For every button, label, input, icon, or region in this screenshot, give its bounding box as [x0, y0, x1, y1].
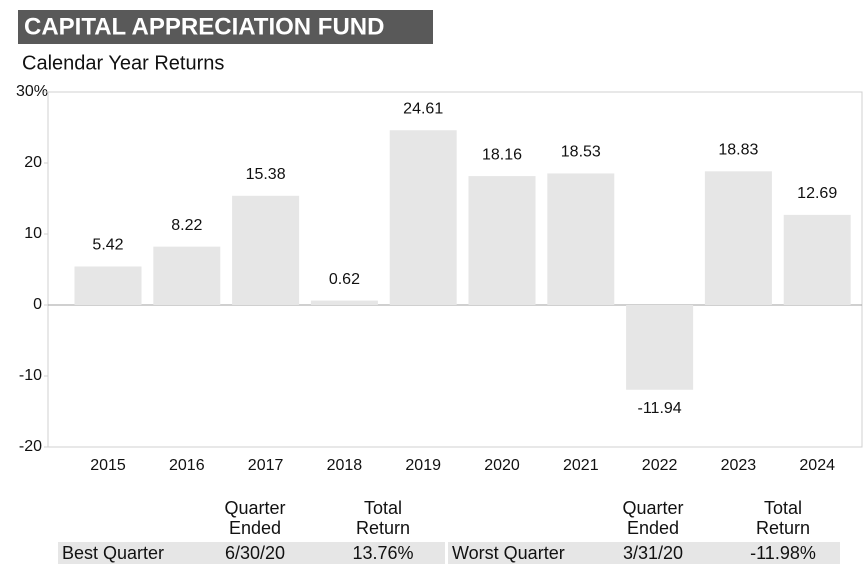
row-bg	[448, 542, 840, 564]
data-label: 18.16	[482, 146, 522, 163]
cell: 3/31/20	[622, 543, 684, 563]
data-label: 24.61	[403, 100, 443, 117]
bar	[626, 305, 694, 390]
data-label: 0.62	[329, 271, 360, 288]
data-label: 15.38	[246, 166, 286, 183]
data-label: 5.42	[92, 237, 123, 254]
bar	[310, 300, 378, 305]
bar	[74, 266, 142, 305]
x-tick-label: 2020	[484, 457, 520, 474]
data-label: -11.94	[638, 400, 682, 417]
header: Quarter Ended	[224, 498, 286, 538]
plot-frame	[47, 91, 863, 448]
y-tick-label: -10	[19, 367, 42, 384]
row-bg	[58, 542, 445, 564]
y-tick-label: 20	[24, 154, 42, 171]
chart-title: CAPITAL APPRECIATION FUND	[24, 13, 384, 40]
bar	[153, 246, 221, 305]
chart-subtitle: Calendar Year Returns	[22, 52, 224, 74]
data-label: 18.83	[718, 142, 758, 159]
x-tick-label: 2018	[327, 457, 363, 474]
x-tick-label: 2021	[563, 457, 599, 474]
cell: Best Quarter	[62, 543, 165, 563]
bar	[547, 173, 615, 305]
bar	[704, 171, 772, 305]
x-tick-label: 2023	[721, 457, 757, 474]
x-tick-label: 2017	[248, 457, 284, 474]
header: Total Return	[355, 498, 411, 538]
x-tick-label: 2016	[169, 457, 205, 474]
chart: CAPITAL APPRECIATION FUND Calendar Year …	[16, 10, 863, 474]
x-tick-label: 2022	[642, 457, 678, 474]
bar	[783, 214, 851, 305]
y-tick-label: 10	[24, 225, 42, 242]
data-label: 8.22	[171, 217, 202, 234]
cell: Worst Quarter	[452, 543, 565, 563]
x-tick-label: 2015	[90, 457, 126, 474]
bar	[389, 130, 457, 305]
data-label: 18.53	[561, 144, 601, 161]
cell: 6/30/20	[224, 543, 286, 563]
y-tick-label: 30%	[16, 83, 48, 100]
y-tick-label: 0	[33, 296, 42, 313]
title-box	[18, 10, 433, 44]
x-tick-label: 2024	[799, 457, 835, 474]
cell: 13.76%	[352, 543, 414, 563]
data-label: 12.69	[797, 185, 837, 202]
header: Quarter Ended	[622, 498, 684, 538]
y-tick-label: -20	[19, 438, 42, 455]
header: Total Return	[755, 498, 811, 538]
bar	[468, 176, 536, 305]
x-tick-label: 2019	[405, 457, 441, 474]
cell: -11.98%	[750, 543, 816, 563]
bar	[232, 195, 300, 305]
